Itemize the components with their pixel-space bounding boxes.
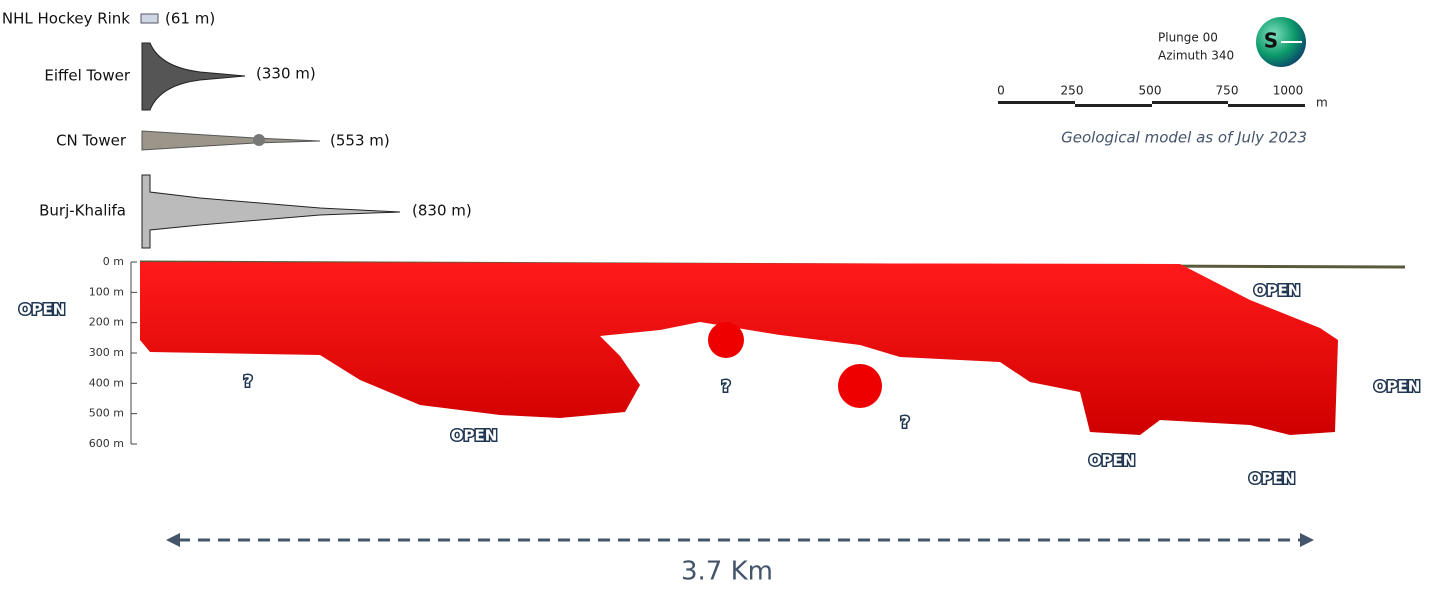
scale-label: 750 [1216, 84, 1239, 98]
landmark-height: (553 m) [330, 132, 390, 150]
rink-icon [140, 13, 159, 24]
landmark-name: Eiffel Tower [44, 67, 130, 85]
depth-label: 300 m [89, 346, 124, 359]
unknown-label: ? [243, 372, 252, 391]
depth-label: 0 m [103, 255, 124, 268]
compass-letter: S [1264, 29, 1278, 53]
open-label: OPEN [1089, 452, 1136, 470]
open-label: OPEN [19, 301, 66, 319]
scale-label: 500 [1139, 84, 1162, 98]
depth-label: 200 m [89, 316, 124, 329]
orebody-lens [708, 322, 744, 358]
depth-axis: 0 m 100 m 200 m 300 m 400 m 500 m 600 m [89, 255, 137, 450]
depth-label: 100 m [89, 285, 124, 298]
depth-label: 500 m [89, 407, 124, 420]
plunge: Plunge 00 [1158, 31, 1218, 45]
extent-arrow [166, 533, 1314, 547]
azimuth: Azimuth 340 [1158, 49, 1234, 63]
scale-bar [998, 101, 1305, 107]
landmark-height: (61 m) [165, 10, 215, 28]
open-label: OPEN [1249, 470, 1296, 488]
depth-label: 400 m [89, 376, 124, 389]
extent-label: 3.7 Km [681, 557, 773, 587]
landmark-name: CN Tower [56, 132, 127, 150]
cn-pod [253, 134, 265, 146]
open-label: OPEN [1374, 378, 1421, 396]
landmark-name: NHL Hockey Rink [2, 10, 130, 28]
landmark-name: Burj-Khalifa [39, 202, 126, 220]
scale-unit: m [1316, 96, 1328, 110]
open-label: OPEN [1254, 282, 1301, 300]
landmark-height: (830 m) [412, 202, 472, 220]
orebody-lens [838, 364, 882, 408]
depth-label: 600 m [89, 437, 124, 450]
orebody [140, 262, 1338, 435]
unknown-label: ? [721, 377, 730, 396]
landmark-height: (330 m) [256, 65, 316, 83]
scale-label: 1000 [1273, 84, 1304, 98]
caption: Geological model as of July 2023 [1061, 129, 1307, 147]
open-label: OPEN [451, 427, 498, 445]
unknown-label: ? [900, 413, 909, 432]
scale-label: 250 [1061, 84, 1084, 98]
scale-label: 0 [997, 84, 1005, 98]
cn-icon [141, 130, 321, 151]
eiffel-icon [141, 42, 246, 111]
burj-icon [141, 174, 401, 249]
